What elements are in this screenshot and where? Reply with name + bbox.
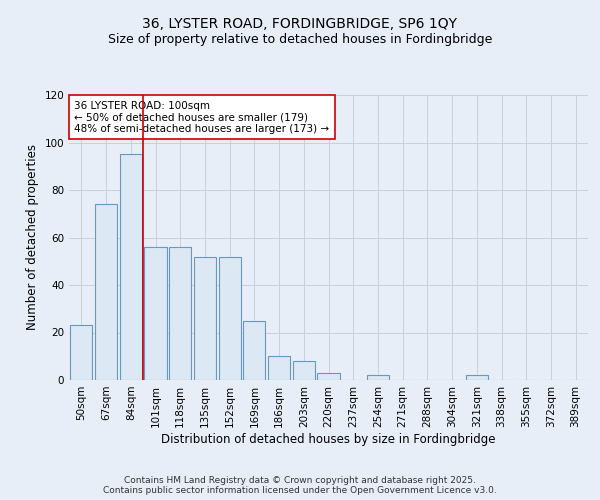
X-axis label: Distribution of detached houses by size in Fordingbridge: Distribution of detached houses by size … (161, 432, 496, 446)
Text: Size of property relative to detached houses in Fordingbridge: Size of property relative to detached ho… (108, 32, 492, 46)
Bar (70, 326, 92, 380)
Bar (169, 247, 191, 380)
Bar (293, 361, 315, 380)
Bar (466, 375, 488, 380)
Bar (317, 373, 340, 380)
Y-axis label: Number of detached properties: Number of detached properties (26, 144, 39, 330)
Text: Contains HM Land Registry data © Crown copyright and database right 2025.
Contai: Contains HM Land Registry data © Crown c… (103, 476, 497, 495)
Bar (95, 204, 117, 380)
Text: 36, LYSTER ROAD, FORDINGBRIDGE, SP6 1QY: 36, LYSTER ROAD, FORDINGBRIDGE, SP6 1QY (143, 18, 458, 32)
Bar (367, 375, 389, 380)
Bar (268, 356, 290, 380)
Bar (119, 154, 142, 380)
Bar (218, 256, 241, 380)
Bar (145, 247, 167, 380)
Text: 36 LYSTER ROAD: 100sqm
← 50% of detached houses are smaller (179)
48% of semi-de: 36 LYSTER ROAD: 100sqm ← 50% of detached… (74, 100, 329, 134)
Bar (243, 320, 265, 380)
Bar (194, 256, 216, 380)
